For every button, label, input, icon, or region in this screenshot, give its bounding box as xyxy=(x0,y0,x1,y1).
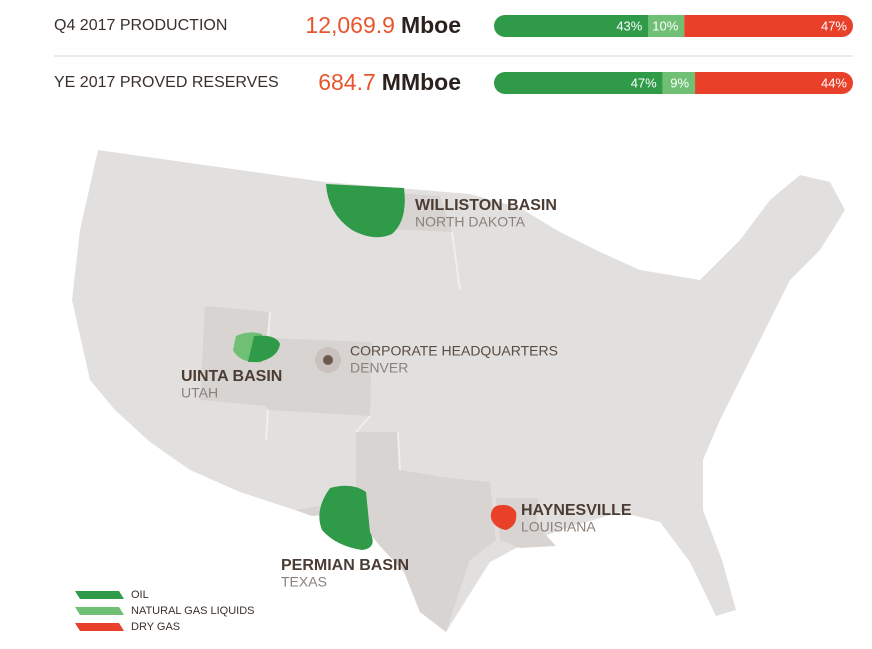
location-state: UTAH xyxy=(181,385,218,401)
bar-segment xyxy=(494,15,649,37)
segment-label: 47% xyxy=(821,18,847,33)
hq-marker-dot xyxy=(323,355,333,365)
legend-swatch xyxy=(75,591,124,599)
location-labels: WILLISTON BASIN NORTH DAKOTA UINTA BASIN… xyxy=(181,197,632,589)
segment-label: 44% xyxy=(821,75,847,90)
bar-segment xyxy=(684,15,853,37)
metric-number: 12,069.9 xyxy=(305,12,395,38)
regions xyxy=(233,184,517,550)
segment-label: 43% xyxy=(616,18,642,33)
location-state: LOUISIANA xyxy=(521,519,596,535)
bar-segment xyxy=(662,72,696,94)
bar-segment xyxy=(648,15,685,37)
us-map xyxy=(72,150,845,632)
location-state: DENVER xyxy=(350,360,408,376)
segment-label: 9% xyxy=(670,75,689,90)
metric-value: 12,069.9 Mboe xyxy=(305,12,461,38)
segment-label: 47% xyxy=(631,75,657,90)
location-name: CORPORATE HEADQUARTERS xyxy=(350,343,558,359)
williston-region xyxy=(326,184,405,238)
stacked-bar xyxy=(494,15,853,37)
metric-unit: Mboe xyxy=(401,12,461,38)
legend-swatch xyxy=(75,623,124,631)
uinta-region-oil xyxy=(248,335,280,362)
metric-number: 684.7 xyxy=(318,69,376,95)
legend-label: NATURAL GAS LIQUIDS xyxy=(131,605,254,617)
location-name: HAYNESVILLE xyxy=(521,502,632,519)
location-name: PERMIAN BASIN xyxy=(281,557,409,574)
haynesville-region xyxy=(490,504,517,530)
location-state: TEXAS xyxy=(281,574,327,590)
bar-segment xyxy=(695,72,853,94)
legend-label: DRY GAS xyxy=(131,621,180,633)
legend-label: OIL xyxy=(131,589,149,601)
location-name: UINTA BASIN xyxy=(181,368,282,385)
metric-unit: MMboe xyxy=(382,69,461,95)
segment-label: 10% xyxy=(652,18,678,33)
bar-segment xyxy=(494,72,663,94)
stacked-bar xyxy=(494,72,853,94)
metric-label: Q4 2017 PRODUCTION xyxy=(54,17,227,34)
location-state: NORTH DAKOTA xyxy=(415,214,526,230)
location-name: WILLISTON BASIN xyxy=(415,197,557,214)
legend-swatch xyxy=(75,607,124,615)
permian-region xyxy=(319,485,373,550)
metric-value: 684.7 MMboe xyxy=(318,69,461,95)
metric-label: YE 2017 PROVED RESERVES xyxy=(54,74,279,91)
